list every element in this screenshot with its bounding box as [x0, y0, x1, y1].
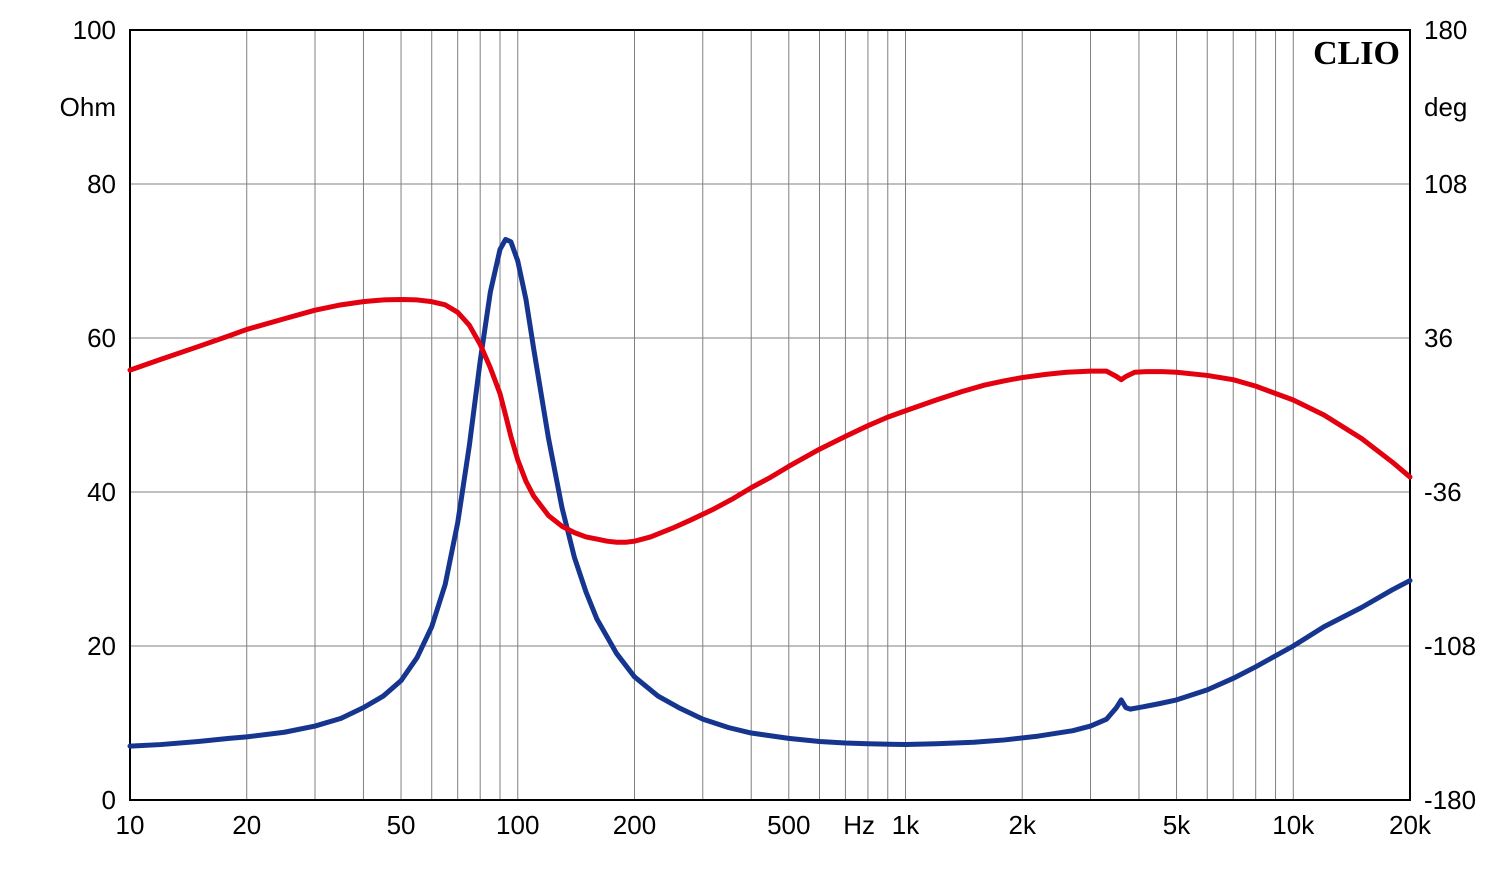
- x-axis-unit: Hz: [843, 810, 875, 840]
- x-tick-label: 10: [116, 810, 145, 840]
- x-tick-label: 20: [232, 810, 261, 840]
- y-right-tick-label: -36: [1424, 477, 1462, 507]
- impedance-phase-chart: 1020501002005001k2k5k10k20kHz02040608010…: [0, 0, 1500, 870]
- y-left-tick-label: 100: [73, 15, 116, 45]
- y-left-tick-label: 40: [87, 477, 116, 507]
- y-left-unit: Ohm: [60, 92, 116, 122]
- y-right-tick-label: 36: [1424, 323, 1453, 353]
- y-right-tick-label: 180: [1424, 15, 1467, 45]
- x-tick-label: 100: [496, 810, 539, 840]
- x-tick-label: 50: [387, 810, 416, 840]
- x-tick-label: 10k: [1272, 810, 1315, 840]
- y-left-tick-label: 60: [87, 323, 116, 353]
- x-tick-label: 500: [767, 810, 810, 840]
- y-left-tick-label: 20: [87, 631, 116, 661]
- y-left-tick-label: 80: [87, 169, 116, 199]
- chart-svg: 1020501002005001k2k5k10k20kHz02040608010…: [0, 0, 1500, 870]
- x-tick-label: 200: [613, 810, 656, 840]
- y-right-unit: deg: [1424, 92, 1467, 122]
- y-right-tick-label: 108: [1424, 169, 1467, 199]
- y-right-tick-label: -180: [1424, 785, 1476, 815]
- x-tick-label: 5k: [1163, 810, 1191, 840]
- x-tick-label: 1k: [892, 810, 920, 840]
- watermark: CLIO: [1313, 35, 1400, 72]
- x-tick-label: 2k: [1009, 810, 1037, 840]
- y-right-tick-label: -108: [1424, 631, 1476, 661]
- y-left-tick-label: 0: [102, 785, 116, 815]
